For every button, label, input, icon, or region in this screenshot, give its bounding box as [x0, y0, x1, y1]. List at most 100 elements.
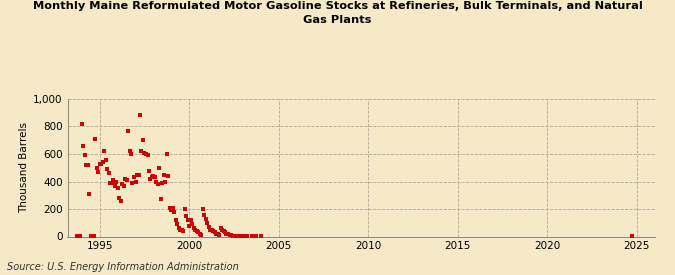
- Point: [202, 221, 213, 225]
- Point: [165, 205, 176, 210]
- Point: [172, 222, 183, 226]
- Point: [146, 175, 157, 180]
- Point: [185, 218, 196, 222]
- Point: [161, 152, 172, 156]
- Point: [75, 233, 86, 238]
- Point: [124, 149, 135, 153]
- Point: [205, 227, 215, 232]
- Point: [224, 233, 235, 237]
- Point: [133, 172, 144, 177]
- Point: [192, 229, 202, 233]
- Text: Monthly Maine Reformulated Motor Gasoline Stocks at Refineries, Bulk Terminals, : Monthly Maine Reformulated Motor Gasolin…: [32, 1, 643, 24]
- Point: [107, 181, 117, 185]
- Point: [148, 174, 159, 178]
- Point: [72, 233, 83, 238]
- Point: [178, 229, 189, 233]
- Point: [145, 177, 156, 181]
- Point: [113, 196, 124, 200]
- Point: [627, 233, 638, 238]
- Point: [215, 226, 226, 230]
- Point: [234, 233, 245, 238]
- Point: [87, 233, 98, 238]
- Point: [242, 233, 253, 238]
- Point: [221, 232, 232, 236]
- Point: [138, 138, 148, 142]
- Point: [238, 233, 248, 238]
- Point: [130, 179, 141, 184]
- Point: [232, 233, 242, 238]
- Point: [74, 233, 84, 238]
- Point: [151, 179, 162, 184]
- Point: [180, 207, 190, 211]
- Point: [132, 172, 142, 177]
- Point: [169, 210, 180, 214]
- Point: [91, 166, 102, 170]
- Point: [85, 233, 96, 238]
- Text: Source: U.S. Energy Information Administration: Source: U.S. Energy Information Administ…: [7, 262, 238, 272]
- Point: [197, 207, 208, 211]
- Point: [93, 170, 104, 174]
- Point: [153, 182, 163, 186]
- Point: [96, 161, 107, 166]
- Point: [198, 212, 209, 217]
- Point: [139, 150, 150, 155]
- Point: [159, 172, 169, 177]
- Point: [76, 122, 87, 126]
- Point: [214, 233, 225, 237]
- Point: [188, 226, 199, 230]
- Point: [233, 233, 244, 238]
- Point: [88, 233, 99, 238]
- Point: [223, 232, 234, 236]
- Point: [208, 229, 219, 233]
- Point: [84, 192, 95, 196]
- Point: [157, 181, 168, 185]
- Point: [134, 113, 145, 118]
- Point: [115, 199, 126, 203]
- Point: [126, 152, 136, 156]
- Point: [100, 157, 111, 162]
- Point: [209, 230, 220, 235]
- Point: [81, 163, 92, 167]
- Point: [142, 153, 153, 158]
- Point: [123, 128, 134, 133]
- Point: [181, 214, 192, 218]
- Point: [112, 186, 123, 191]
- Point: [155, 197, 166, 202]
- Point: [127, 181, 138, 185]
- Point: [80, 153, 90, 158]
- Point: [103, 171, 114, 175]
- Point: [190, 227, 200, 232]
- Point: [227, 233, 238, 238]
- Point: [99, 149, 109, 153]
- Point: [239, 233, 250, 238]
- Point: [212, 232, 223, 236]
- Point: [136, 149, 147, 153]
- Point: [176, 227, 187, 232]
- Point: [200, 216, 211, 221]
- Point: [251, 233, 262, 238]
- Point: [175, 227, 186, 232]
- Point: [160, 179, 171, 184]
- Point: [90, 137, 101, 141]
- Point: [167, 205, 178, 210]
- Point: [78, 144, 88, 148]
- Point: [184, 223, 194, 228]
- Point: [219, 230, 230, 235]
- Point: [255, 233, 266, 238]
- Point: [166, 208, 177, 213]
- Point: [173, 226, 184, 230]
- Point: [193, 230, 204, 235]
- Point: [218, 229, 229, 233]
- Point: [118, 183, 129, 188]
- Point: [236, 233, 247, 238]
- Point: [122, 178, 132, 182]
- Point: [129, 175, 140, 180]
- Point: [182, 218, 193, 222]
- Point: [82, 163, 93, 167]
- Point: [108, 178, 119, 182]
- Point: [194, 232, 205, 236]
- Y-axis label: Thousand Barrels: Thousand Barrels: [19, 122, 29, 213]
- Point: [117, 182, 128, 186]
- Point: [170, 218, 181, 222]
- Point: [109, 183, 120, 188]
